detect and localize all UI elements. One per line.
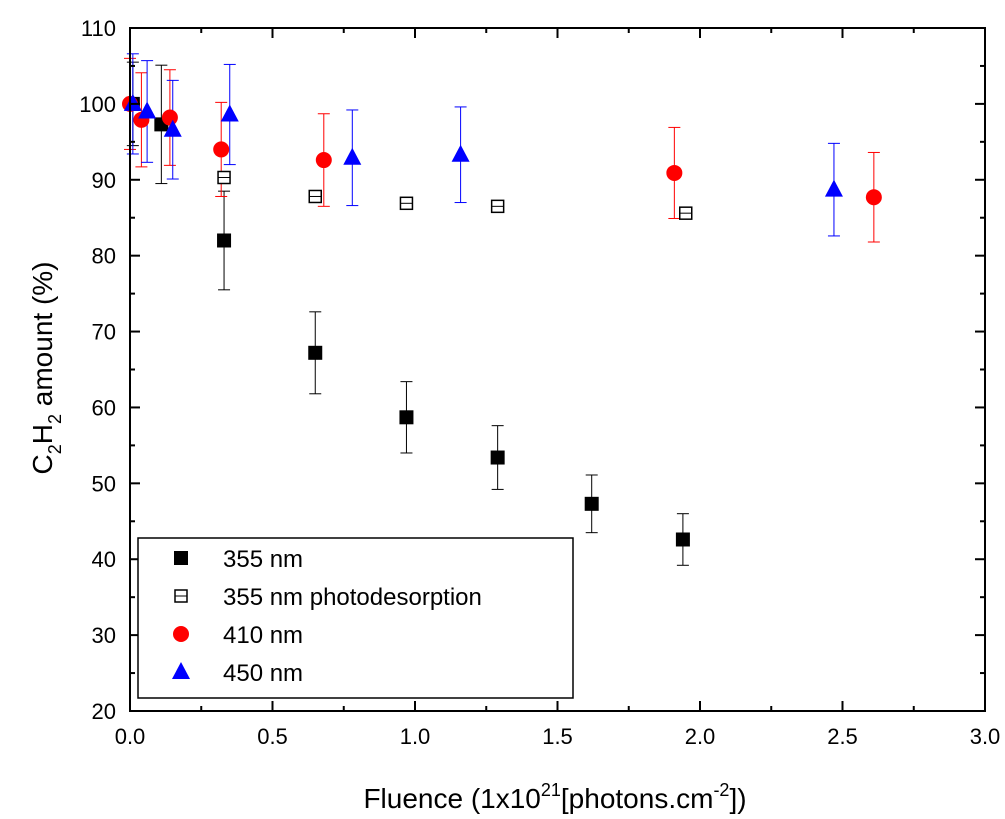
x-axis-title-end: ]) — [729, 783, 746, 814]
data-point-series-0 — [584, 496, 599, 511]
y-tick-label: 30 — [92, 623, 116, 648]
legend-marker-1 — [174, 589, 188, 603]
legend-marker-3 — [172, 662, 190, 679]
y-tick-label: 110 — [81, 16, 116, 41]
data-point-series-3 — [138, 101, 157, 119]
y-tick-label: 100 — [79, 92, 116, 117]
y-axis-title-sub2: 2 — [45, 414, 65, 424]
x-tick-label: 1.0 — [400, 724, 431, 749]
data-point-series-1 — [308, 189, 322, 204]
y-axis-title: C2H2 amount (%) — [27, 262, 65, 475]
data-point-series-3 — [343, 147, 362, 165]
data-point-series-0 — [217, 233, 232, 248]
y-tick-label: 60 — [92, 395, 116, 420]
data-point-series-0 — [308, 345, 323, 360]
data-point-series-0 — [675, 532, 690, 547]
data-point-series-1 — [490, 199, 505, 214]
data-point-series-3 — [220, 104, 239, 122]
x-axis-title-mid: [photons.cm — [561, 783, 714, 814]
data-point-series-1 — [399, 196, 414, 211]
legend-marker-0 — [174, 551, 188, 565]
x-tick-label: 3.0 — [970, 724, 1001, 749]
axis-ticks — [129, 27, 986, 712]
error-bars — [124, 53, 880, 566]
y-tick-label: 20 — [92, 699, 116, 724]
data-point-series-2 — [865, 189, 882, 206]
legend-label-0: 355 nm — [223, 546, 303, 573]
data-point-series-1 — [217, 170, 231, 185]
legend-label-1: 355 nm photodesorption — [223, 584, 482, 611]
legend: 355 nm 355 nm photodesorption 410 nm 450 nm — [137, 537, 574, 699]
x-tick-label: 1.5 — [542, 724, 573, 749]
legend-box — [137, 537, 574, 699]
x-tick-label: 2.0 — [685, 724, 716, 749]
y-axis-title-sub1: 2 — [45, 444, 65, 454]
data-point-series-2 — [161, 109, 178, 126]
data-point-series-3 — [123, 93, 142, 111]
x-axis-title-sup1: 21 — [541, 780, 561, 800]
y-tick-label: 70 — [92, 320, 116, 345]
y-tick-label: 40 — [92, 547, 116, 572]
x-tick-label: 0.0 — [115, 724, 146, 749]
x-tick-label: 2.5 — [827, 724, 858, 749]
legend-marker-2 — [173, 626, 189, 642]
data-point-series-2 — [666, 164, 683, 181]
y-tick-label: 90 — [92, 168, 116, 193]
y-tick-label: 50 — [92, 471, 116, 496]
data-point-series-3 — [824, 179, 843, 197]
data-point-series-2 — [213, 141, 230, 158]
data-point-series-0 — [399, 410, 414, 425]
data-point-series-3 — [451, 144, 470, 162]
y-tick-label: 80 — [92, 244, 116, 269]
legend-label-3: 450 nm — [223, 660, 303, 687]
data-point-series-2 — [315, 152, 332, 169]
legend-label-2: 410 nm — [223, 622, 303, 649]
y-axis-title-h: H — [27, 424, 58, 444]
x-tick-label: 0.5 — [257, 724, 288, 749]
data-markers — [122, 93, 882, 547]
y-axis-title-c: C — [27, 454, 58, 474]
y-axis-title-rest: amount (%) — [27, 262, 58, 415]
data-point-series-3 — [163, 119, 182, 137]
axis-tick-labels: 0.0 0.5 1.0 1.5 2.0 2.5 3.0 20 30 40 50 60 70 80 90 100… — [79, 16, 1000, 749]
data-point-series-1 — [679, 206, 693, 220]
x-axis-title-sup2: -2 — [713, 780, 729, 800]
x-axis-title-base: Fluence (1x10 — [363, 783, 540, 814]
x-axis-title: Fluence (1x1021[photons.cm-2]) — [363, 780, 746, 814]
data-point-series-0 — [490, 450, 505, 465]
